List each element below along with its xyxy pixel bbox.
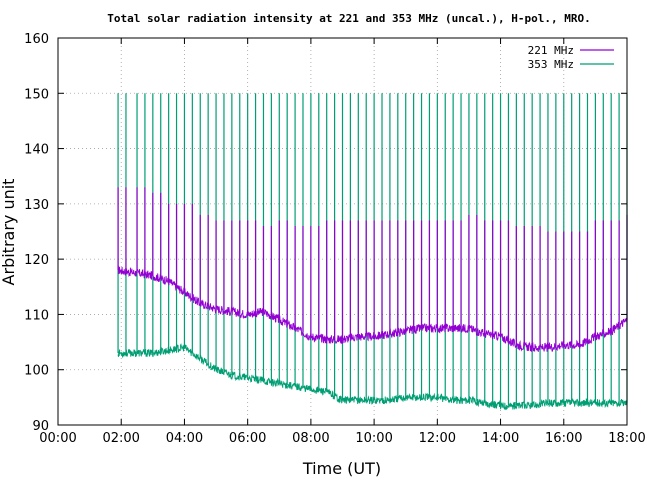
y-tick-label: 150 xyxy=(24,87,49,102)
x-tick-label: 04:00 xyxy=(166,431,203,446)
legend: 221 MHz 353 MHz xyxy=(528,44,614,71)
y-tick-label: 130 xyxy=(24,198,49,213)
y-tick-label: 160 xyxy=(24,32,49,47)
y-tick-label: 90 xyxy=(32,419,49,434)
y-tick-label: 120 xyxy=(24,253,49,268)
x-tick-labels: 00:00 02:00 04:00 06:00 08:00 10:00 12:00 14:00… xyxy=(39,431,645,446)
x-axis-label: Time (UT) xyxy=(302,459,381,478)
x-tick-label: 16:00 xyxy=(545,431,582,446)
series-line-1 xyxy=(117,343,628,411)
x-tick-label: 12:00 xyxy=(419,431,456,446)
calibration-spikes-0 xyxy=(117,187,628,348)
y-tick-label: 100 xyxy=(24,364,49,379)
x-tick-label: 06:00 xyxy=(229,431,266,446)
x-tick-label: 18:00 xyxy=(608,431,645,446)
y-axis-label: Arbitrary unit xyxy=(0,179,18,286)
x-tick-label: 00:00 xyxy=(39,431,76,446)
plot-frame xyxy=(57,37,628,426)
chart-title: Total solar radiation intensity at 221 a… xyxy=(107,12,590,25)
y-tick-label: 140 xyxy=(24,143,49,158)
series-line-0 xyxy=(117,265,628,353)
y-tick-label: 110 xyxy=(24,308,49,323)
legend-label-353: 353 MHz xyxy=(528,58,574,71)
legend-label-221: 221 MHz xyxy=(528,44,574,57)
y-tick-labels: 90 100 110 120 130 140 150 160 xyxy=(24,32,49,434)
x-tick-label: 08:00 xyxy=(292,431,329,446)
x-tick-label: 10:00 xyxy=(355,431,392,446)
axis-ticks xyxy=(57,37,628,426)
x-tick-label: 02:00 xyxy=(102,431,139,446)
x-tick-label: 14:00 xyxy=(482,431,519,446)
series-layer xyxy=(117,93,628,411)
